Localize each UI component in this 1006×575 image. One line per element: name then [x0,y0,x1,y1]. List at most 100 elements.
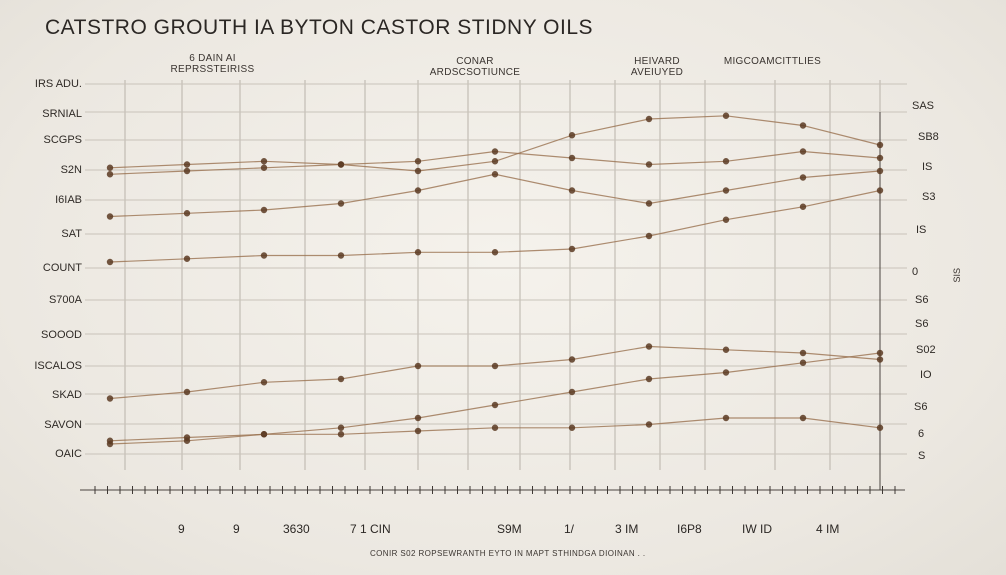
data-point [183,255,191,262]
column-header-1-line2: REPRSSTEIRISS [170,64,255,75]
right-tick-label: 0 [912,266,919,278]
x-tick-label: I6P8 [677,522,702,536]
data-point [414,167,422,175]
column-header-2: CONAR ARDSCSOTIUNCE [425,56,525,78]
x-tick-label: 9 [178,522,185,536]
data-point [722,158,730,165]
data-point [645,161,653,168]
y-tick-label: IRS ADU. [34,78,82,90]
y-tick-label: SAVON [44,419,82,431]
data-point [106,213,114,220]
x-tick-label: 4 IM [816,522,840,536]
x-tick-label: 1/ [564,522,575,536]
data-point [106,395,114,402]
y-tick-label: OAIC [55,448,82,460]
data-point [106,171,114,178]
data-point [799,122,807,129]
data-point [491,158,499,165]
data-point [337,375,345,383]
data-point [799,359,807,366]
data-point [799,148,807,155]
data-point [337,200,345,207]
data-point [876,141,884,149]
right-tick-label: S3 [922,191,936,203]
data-point [337,252,345,259]
data-point [491,362,499,370]
x-tick-label: 9 [233,522,240,536]
data-point [876,187,884,194]
data-point [183,161,191,168]
y-tick-label: COUNT [42,262,82,274]
data-point [260,252,268,259]
data-point [414,414,422,422]
data-point [722,414,730,422]
right-tick-label: S6 [915,318,929,330]
right-tick-label: 6 [918,428,925,440]
data-point [491,171,499,178]
x-tick-label: 7 1 CIN [350,522,391,536]
data-point [491,249,499,256]
data-point [799,203,807,210]
data-point [414,158,422,165]
right-tick-label: S [918,450,926,462]
right-tick-label: SAS [912,100,935,112]
data-point [491,424,499,431]
data-point [876,424,884,431]
data-point [645,421,653,428]
right-tick-label: S6 [914,401,928,413]
data-point [414,249,422,256]
series-line [109,345,881,400]
right-tick-label: S6 [915,294,929,306]
right-tick-label: IS [916,224,927,236]
data-point [645,232,653,240]
column-header-1: 6 DAIN AI REPRSSTEIRISS [165,53,260,75]
column-header-2-line1: CONAR [456,56,494,67]
data-point [645,200,653,207]
data-point [568,132,576,139]
data-point [645,375,653,383]
data-point [106,437,114,444]
chart-title: CATSTRO GROUTH IA BYTON CASTOR STIDNY OI… [45,16,594,39]
data-point [645,115,653,123]
data-point [183,434,191,441]
data-point [799,349,807,357]
data-point [260,158,268,165]
data-point [260,206,268,214]
data-point [876,167,884,175]
data-point [568,187,576,194]
data-point [876,349,884,357]
data-point [260,164,268,171]
right-tick-label: SB8 [918,131,939,143]
data-point [568,356,576,363]
y-tick-label: S700A [48,294,82,306]
data-point [568,245,576,253]
x-tick-label: 3 IM [615,522,639,536]
y-tick-label: SRNIAL [42,108,82,120]
data-point [491,148,499,155]
chart-caption: CONIR S02 ROPSEWRANTH EYTO IN MAPT STHIN… [370,549,646,558]
y-tick-label: S2N [60,164,82,176]
data-point [414,362,422,370]
data-point [260,379,268,386]
y-tick-label: SAT [61,228,82,240]
column-header-1-line1: 6 DAIN AI [189,53,236,64]
x-tick-label: 3630 [283,522,310,536]
data-point [106,258,114,266]
right-tick-label: S02 [916,344,936,356]
data-point [260,431,268,438]
data-point [183,167,191,175]
data-point [568,388,576,396]
column-header-3-line1: HEIVARD [634,56,680,67]
data-point [722,369,730,376]
data-point [414,427,422,435]
column-header-2-line2: ARDSCSOTIUNCE [429,67,521,78]
x-tick-label: S9M [497,522,522,536]
column-header-3-line2: AVEIUYED [630,67,684,78]
y-tick-label: SOOOD [41,329,82,341]
data-point [876,154,884,162]
data-point [876,356,884,363]
column-header-3: HEIVARD AVEIUYED [612,56,702,78]
y-tick-label: I6IAB [55,194,82,206]
data-point [645,343,653,350]
